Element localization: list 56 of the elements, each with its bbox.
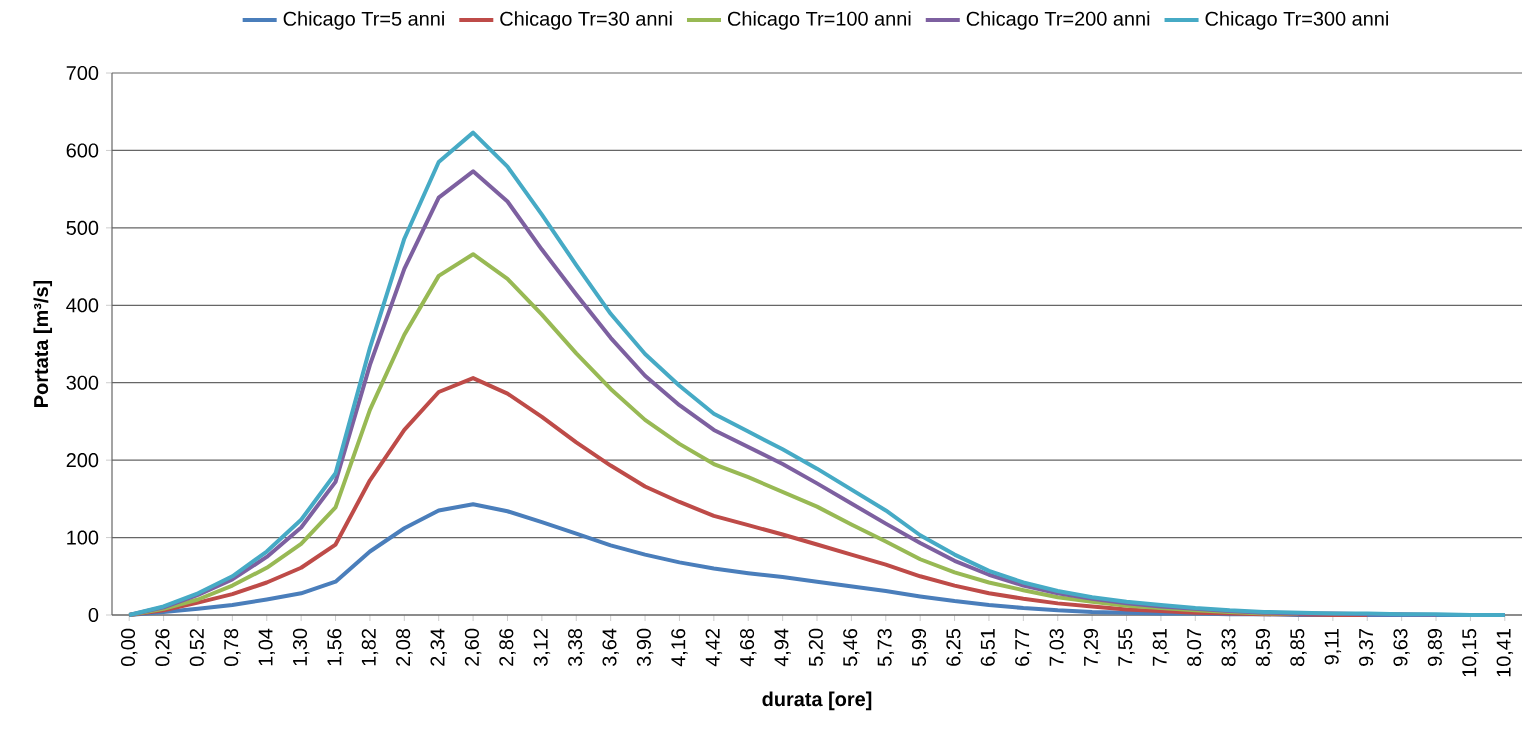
x-tick-label: 2,86 — [499, 628, 516, 666]
legend-label: Chicago Tr=30 anni — [500, 11, 672, 30]
legend-label: Chicago Tr=200 anni — [966, 11, 1150, 30]
x-axis-title: durata [ore] — [762, 691, 872, 711]
x-tick-label: 1,30 — [292, 628, 310, 666]
x-tick-label: 0,52 — [189, 629, 207, 667]
x-tick-label: 4,42 — [705, 629, 723, 667]
x-tick-label: 8,07 — [1187, 629, 1204, 666]
x-tick-label: 2,34 — [430, 628, 447, 666]
x-tick-label: 6,51 — [980, 629, 998, 666]
x-tick-label: 2,08 — [396, 628, 413, 666]
x-tick-label: 7,03 — [1049, 628, 1066, 666]
x-tick-label: 9,37 — [1359, 629, 1376, 666]
x-tick-label: 7,55 — [1118, 628, 1135, 666]
x-tick-label: 3,12 — [533, 629, 551, 667]
x-tick-label: 7,81 — [1152, 629, 1170, 666]
y-tick-label: 400 — [66, 298, 99, 313]
legend-label: Chicago Tr=5 anni — [283, 11, 444, 30]
x-tick-label: 0,00 — [120, 628, 138, 667]
y-tick-label: 100 — [67, 530, 99, 545]
x-tick-label: 1,82 — [361, 629, 379, 666]
legend-label: Chicago Tr=300 anni — [1205, 11, 1388, 30]
x-tick-label: 4,94 — [774, 628, 791, 667]
x-tick-label: 5,99 — [911, 628, 929, 667]
y-tick-label: 200 — [66, 453, 99, 468]
x-tick-label: 6,77 — [1015, 629, 1032, 666]
x-tick-label: 1,56 — [327, 628, 344, 666]
y-axis-title: Portata [m³/s] — [33, 280, 53, 407]
x-tick-label: 10,15 — [1462, 628, 1479, 677]
x-tick-label: 8,59 — [1255, 628, 1273, 666]
x-tick-label: 9,89 — [1427, 628, 1445, 666]
x-tick-label: 3,90 — [636, 628, 654, 667]
x-tick-label: 9,11 — [1324, 629, 1342, 665]
x-tick-label: 5,73 — [877, 628, 895, 667]
x-tick-label: 6,25 — [946, 628, 963, 666]
x-tick-label: 9,63 — [1393, 628, 1410, 666]
x-tick-label: 4,16 — [671, 628, 688, 667]
x-tick-label: 7,29 — [1083, 628, 1101, 666]
x-tick-label: 5,46 — [843, 628, 860, 667]
x-tick-label: 1,04 — [258, 628, 275, 666]
x-tick-label: 8,85 — [1290, 628, 1307, 666]
x-tick-label: 4,68 — [740, 628, 757, 667]
x-tick-label: 0,78 — [224, 628, 241, 667]
x-tick-label: 0,26 — [155, 628, 172, 667]
y-tick-label: 0 — [88, 607, 99, 623]
x-tick-label: 10,41 — [1496, 629, 1514, 677]
x-tick-label: 8,33 — [1221, 628, 1238, 666]
y-tick-label: 700 — [66, 65, 99, 81]
x-tick-label: 5,20 — [808, 628, 826, 667]
y-tick-label: 500 — [66, 220, 99, 235]
x-tick-label: 2,60 — [464, 628, 482, 666]
x-tick-label: 3,64 — [602, 628, 619, 667]
y-tick-label: 600 — [66, 143, 99, 158]
legend-label: Chicago Tr=100 anni — [727, 11, 911, 30]
y-tick-label: 300 — [66, 375, 99, 390]
x-tick-label: 3,38 — [568, 628, 585, 667]
